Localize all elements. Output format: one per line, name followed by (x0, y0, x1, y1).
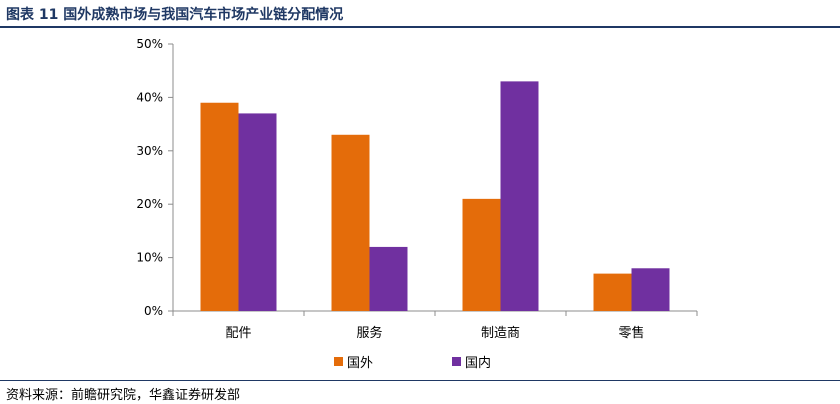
bar-国内-服务 (369, 246, 408, 311)
y-tick-label: 0% (144, 304, 163, 318)
y-tick-label: 50% (136, 37, 163, 51)
footer-rule (0, 380, 840, 381)
title-rule (0, 26, 840, 28)
legend-swatch-国内 (452, 357, 461, 366)
y-tick-label: 10% (136, 251, 163, 265)
bar-国内-制造商 (500, 81, 539, 311)
y-tick-label: 40% (136, 90, 163, 104)
x-category-label: 服务 (356, 325, 382, 341)
y-tick-label: 20% (136, 197, 163, 211)
bar-国外-服务 (331, 134, 370, 311)
legend-label-国内: 国内 (465, 355, 491, 371)
bar-国内-零售 (631, 268, 670, 311)
bar-国外-零售 (593, 273, 632, 311)
bar-国外-配件 (200, 102, 239, 312)
source-note: 资料来源：前瞻研究院，华鑫证券研发部 (6, 388, 241, 403)
y-tick-label: 30% (136, 144, 163, 158)
bar-国外-制造商 (462, 198, 501, 311)
bar-国内-配件 (238, 113, 277, 311)
x-category-label: 零售 (618, 325, 644, 341)
x-category-label: 配件 (225, 326, 251, 341)
x-category-label: 制造商 (481, 326, 520, 341)
page-title: 图表 11 国外成熟市场与我国汽车市场产业链分配情况 (6, 7, 344, 23)
legend-label-国外: 国外 (347, 356, 373, 371)
legend-swatch-国外 (334, 357, 343, 366)
